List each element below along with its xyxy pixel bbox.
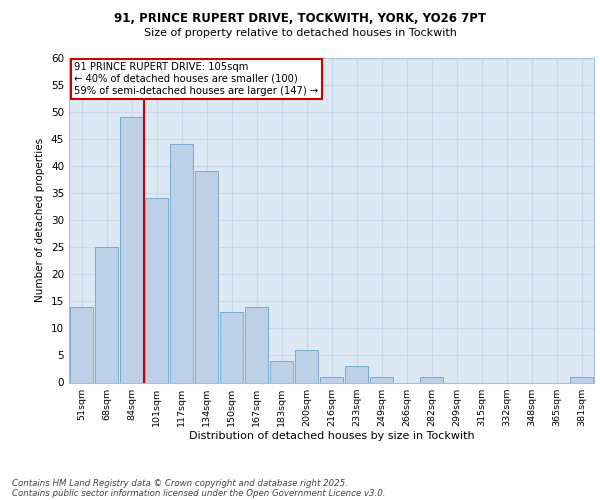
Text: 91 PRINCE RUPERT DRIVE: 105sqm
← 40% of detached houses are smaller (100)
59% of: 91 PRINCE RUPERT DRIVE: 105sqm ← 40% of … xyxy=(74,62,319,96)
Bar xyxy=(295,350,318,382)
Bar xyxy=(370,377,393,382)
Bar xyxy=(220,312,243,382)
Bar xyxy=(70,306,93,382)
Bar xyxy=(120,117,143,382)
Bar xyxy=(145,198,168,382)
Text: Contains public sector information licensed under the Open Government Licence v3: Contains public sector information licen… xyxy=(12,488,386,498)
Bar xyxy=(95,247,118,382)
Bar xyxy=(195,171,218,382)
Bar xyxy=(570,377,593,382)
Y-axis label: Number of detached properties: Number of detached properties xyxy=(35,138,46,302)
X-axis label: Distribution of detached houses by size in Tockwith: Distribution of detached houses by size … xyxy=(188,432,475,442)
Bar xyxy=(170,144,193,382)
Text: Size of property relative to detached houses in Tockwith: Size of property relative to detached ho… xyxy=(143,28,457,38)
Bar xyxy=(320,377,343,382)
Bar xyxy=(270,361,293,382)
Bar xyxy=(345,366,368,382)
Text: Contains HM Land Registry data © Crown copyright and database right 2025.: Contains HM Land Registry data © Crown c… xyxy=(12,478,348,488)
Text: 91, PRINCE RUPERT DRIVE, TOCKWITH, YORK, YO26 7PT: 91, PRINCE RUPERT DRIVE, TOCKWITH, YORK,… xyxy=(114,12,486,26)
Bar xyxy=(420,377,443,382)
Bar xyxy=(245,306,268,382)
